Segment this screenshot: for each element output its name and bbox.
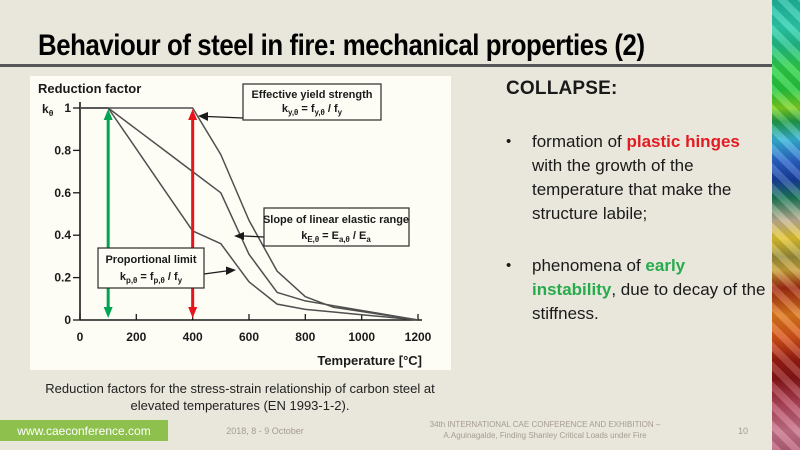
x-tick: 1000 bbox=[348, 330, 375, 344]
x-axis-label: Temperature [°C] bbox=[317, 353, 422, 368]
annotation-formula: ky,θ = fy,θ / fy bbox=[282, 103, 343, 117]
caption-line-2: elevated temperatures (EN 1993-1-2). bbox=[130, 397, 350, 413]
y-tick: 0.2 bbox=[54, 271, 71, 285]
caption-line-1: Reduction factors for the stress-strain … bbox=[45, 381, 435, 396]
reduction-factor-chart: Reduction factor kθ bbox=[38, 81, 432, 368]
footer-date: 2018, 8 - 9 October bbox=[226, 426, 304, 436]
bullet-text: phenomena of early instability, due to d… bbox=[532, 255, 766, 323]
x-tick: 0 bbox=[77, 330, 84, 344]
bullet-list: • formation of plastic hinges with the g… bbox=[506, 130, 768, 326]
footer-conference-info: 34th INTERNATIONAL CAE CONFERENCE AND EX… bbox=[400, 420, 690, 442]
axes bbox=[73, 102, 422, 321]
y-tick: 0 bbox=[64, 313, 71, 327]
x-tick: 800 bbox=[295, 330, 315, 344]
y-tick-labels: 1 0.8 0.6 0.4 0.2 0 bbox=[54, 101, 71, 327]
title-divider bbox=[0, 64, 772, 67]
bullet-text: formation of plastic hinges with the gro… bbox=[532, 132, 740, 224]
y-axis-symbol: kθ bbox=[42, 102, 54, 118]
footer-site-label: www.caeconference.com bbox=[17, 423, 151, 438]
footer-site-link[interactable]: www.caeconference.com bbox=[0, 420, 168, 441]
curve-effective-yield-strength bbox=[80, 107, 419, 321]
x-tick: 200 bbox=[126, 330, 146, 344]
footer-conference-line-1: 34th INTERNATIONAL CAE CONFERENCE AND EX… bbox=[429, 420, 661, 429]
annotation-label: Effective yield strength bbox=[251, 89, 372, 101]
x-tick: 1200 bbox=[405, 330, 432, 344]
chart-caption: Reduction factors for the stress-strain … bbox=[20, 381, 460, 415]
curve-elastic-slope bbox=[80, 107, 419, 321]
annotation-elastic-slope: Slope of linear elastic range kE,θ = Ea,… bbox=[234, 207, 410, 247]
annotation-formula: kE,θ = Ea,θ / Ea bbox=[301, 230, 371, 244]
curve-proportional-limit bbox=[80, 107, 419, 321]
y-tick: 1 bbox=[64, 101, 71, 115]
decorative-color-strip bbox=[772, 0, 800, 450]
chart-title: Reduction factor bbox=[38, 81, 141, 96]
page-number: 10 bbox=[737, 426, 748, 436]
bullet-item-early-instability: • phenomena of early instability, due to… bbox=[506, 254, 768, 326]
annotation-formula: kp,θ = fp,θ / fy bbox=[120, 271, 183, 285]
collapse-text-block: COLLAPSE: • formation of plastic hinges … bbox=[506, 78, 768, 353]
x-tick-labels: 0 200 400 600 800 1000 1200 bbox=[77, 330, 432, 344]
y-tick: 0.4 bbox=[54, 228, 71, 242]
x-tick: 600 bbox=[239, 330, 259, 344]
collapse-heading: COLLAPSE: bbox=[506, 78, 618, 99]
annotation-proportional-limit: Proportional limit kp,θ = fp,θ / fy bbox=[97, 247, 236, 289]
annotation-label: Proportional limit bbox=[105, 254, 196, 266]
bullet-icon: • bbox=[506, 256, 512, 274]
reduction-factor-chart-panel: Reduction factor kθ bbox=[30, 76, 451, 370]
slide-title: Behaviour of steel in fire: mechanical p… bbox=[38, 29, 645, 62]
y-tick: 0.8 bbox=[54, 143, 71, 157]
footer-conference-line-2: A.Aguinagalde, Finding Shanley Critical … bbox=[443, 430, 647, 440]
y-tick: 0.6 bbox=[54, 186, 71, 200]
bullet-item-plastic-hinges: • formation of plastic hinges with the g… bbox=[506, 130, 768, 227]
x-tick: 400 bbox=[183, 330, 203, 344]
bullet-icon: • bbox=[506, 133, 512, 150]
annotation-effective-yield: Effective yield strength ky,θ = fy,θ / f… bbox=[198, 83, 382, 121]
annotation-label: Slope of linear elastic range bbox=[263, 214, 409, 226]
